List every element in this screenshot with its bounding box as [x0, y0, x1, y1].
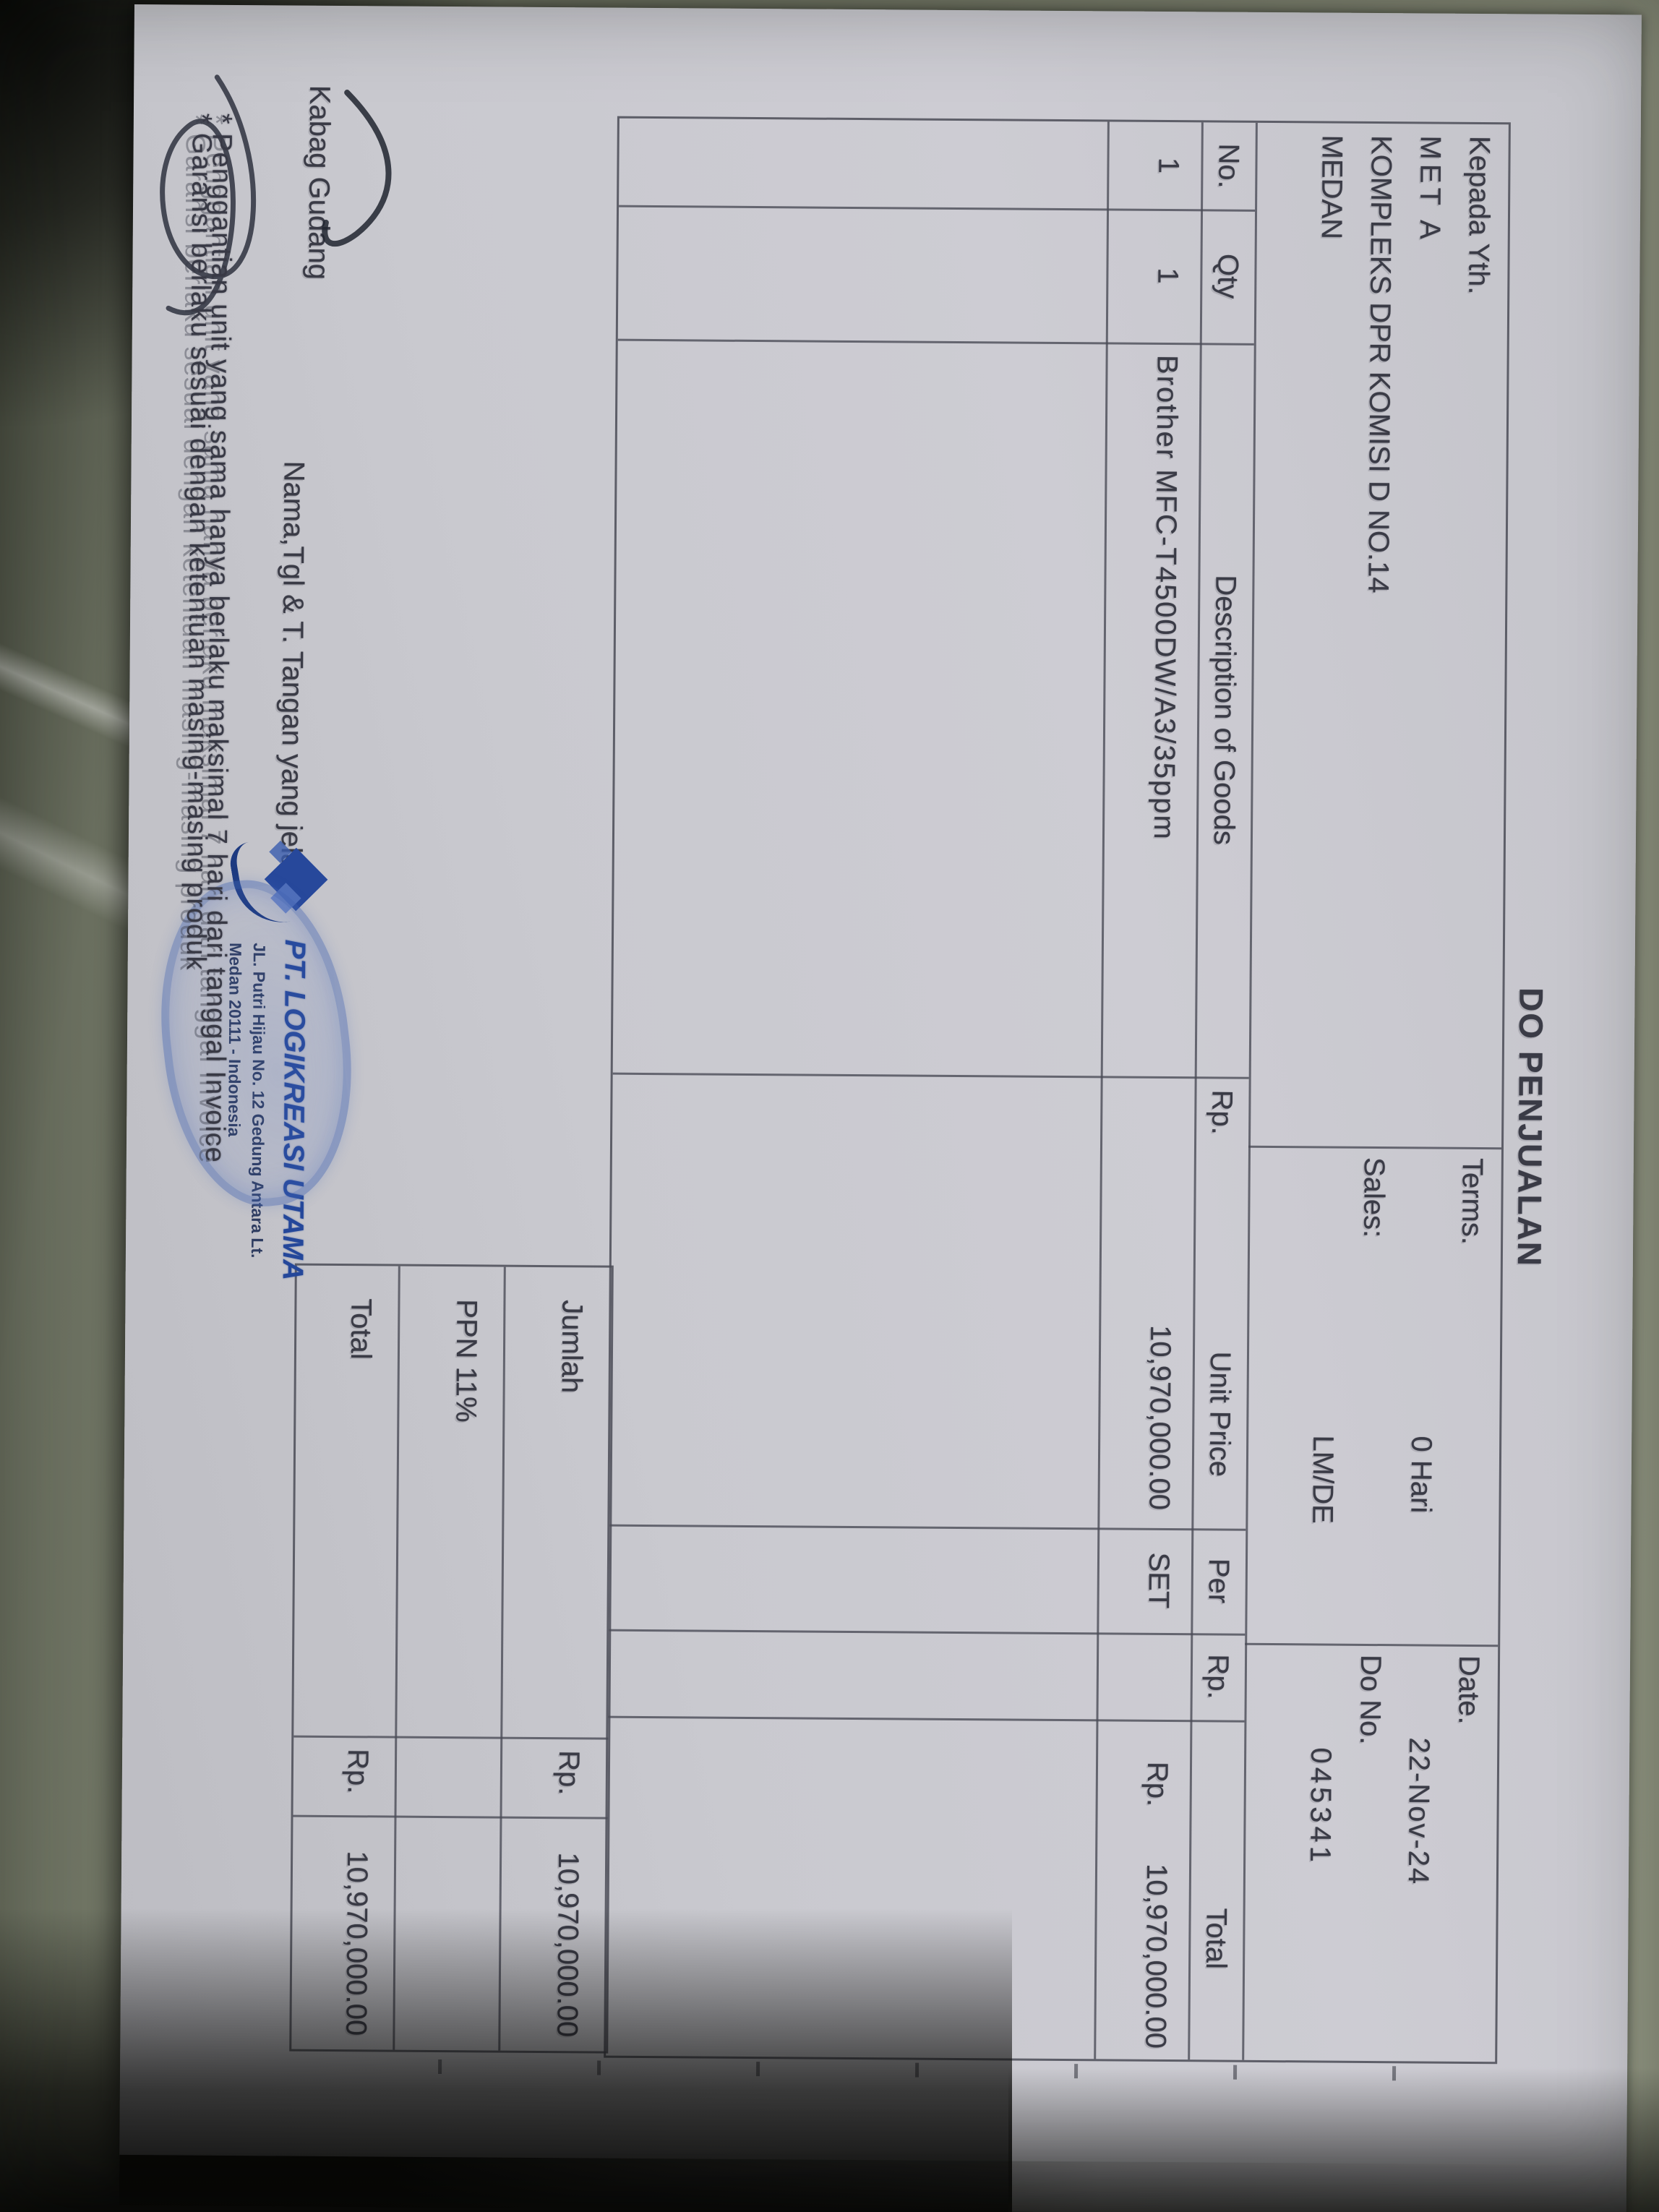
col-header-unit-price-rp: Rp.: [1206, 1089, 1238, 1135]
summary-row-ppn: PPN 11%: [393, 1266, 506, 2051]
do-no-label: Do No.: [1354, 1654, 1387, 1745]
summary-value: 10,970,000.00: [340, 1851, 374, 2036]
grid-line: [608, 1715, 1245, 1723]
summary-label: PPN 11%: [450, 1299, 483, 1423]
grid-line: [612, 1072, 1249, 1079]
perforation-mark: [1233, 2065, 1238, 2080]
sales-value: LM/DE: [1306, 1435, 1339, 1524]
perforation-mark: [1074, 2064, 1079, 2079]
grid-line: [1242, 122, 1258, 2060]
summary-row-jumlah: Jumlah Rp. 10,970,000.00: [498, 1266, 612, 2052]
customer-label: Kepada Yth.: [1462, 135, 1496, 295]
terms-value: 0 Hari: [1405, 1436, 1438, 1514]
terms-label: Terms.: [1456, 1157, 1488, 1246]
do-no-value: 045341: [1304, 1747, 1337, 1866]
perforation-mark: [756, 2062, 760, 2077]
customer-city: MEDAN: [1315, 134, 1348, 240]
item-description: Brother MFC-T4500DW/A3/35ppm: [1147, 354, 1183, 841]
paper-edge-shadow: [119, 2154, 1627, 2212]
perforation-mark: [597, 2060, 601, 2075]
summary-currency: Rp.: [552, 1750, 586, 1796]
summary-row-total: Total Rp. 10,970,000.00: [289, 1266, 400, 2050]
grid-line: [1094, 121, 1110, 2059]
item-no: 1: [1152, 157, 1185, 174]
signature-scribble-icon: [160, 74, 392, 316]
col-header-description: Description of Goods: [1207, 575, 1242, 845]
ink-stamp: [145, 870, 368, 1217]
delivery-order-paper: DO PENJUALAN Kepada Yth. MET A KOMPLEKS …: [119, 4, 1642, 2212]
grid-line: [1248, 1145, 1502, 1150]
item-total-rp: Rp.: [1141, 1761, 1174, 1807]
sales-label: Sales:: [1358, 1157, 1390, 1238]
customer-address: KOMPLEKS DPR KOMISI D NO.14: [1362, 134, 1397, 593]
form-frame: Kepada Yth. MET A KOMPLEKS DPR KOMISI D …: [604, 116, 1511, 2065]
grid-line: [1245, 1642, 1499, 1647]
item-qty: 1: [1152, 267, 1184, 284]
perforation-mark: [1392, 2066, 1397, 2081]
col-header-unit-price: Unit Price: [1203, 1351, 1237, 1478]
grid-line: [1188, 122, 1204, 2060]
footer-note: * Garansi berlaku sesuai dengan ketentua…: [180, 113, 217, 971]
col-header-no: No.: [1212, 143, 1245, 189]
summary-currency: Rp.: [341, 1749, 374, 1794]
perforation-mark: [915, 2062, 919, 2078]
item-unit-price: 10,970,000.00: [1143, 1324, 1177, 1511]
item-total: 10,970,000.00: [1139, 1863, 1173, 2049]
col-header-qty: Qty: [1212, 253, 1244, 299]
col-header-total-rp: Rp.: [1201, 1654, 1235, 1699]
summary-table: Jumlah Rp. 10,970,000.00 PPN 11% Total R…: [289, 1263, 614, 2054]
summary-label: Jumlah: [555, 1300, 588, 1394]
date-label: Date.: [1452, 1655, 1486, 1725]
col-header-total: Total: [1200, 1908, 1233, 1970]
date-value: 22-Nov-24: [1402, 1737, 1436, 1886]
item-per: SET: [1142, 1552, 1175, 1609]
summary-value: 10,970,000.00: [551, 1852, 585, 2038]
perforation-mark: [438, 2059, 442, 2075]
summary-value: [477, 1827, 479, 2036]
summary-label: Total: [344, 1298, 377, 1360]
signature-instruction: Nama,Tgl & T. Tangan yang jelas: [275, 460, 310, 885]
page-title: DO PENJUALAN: [1510, 987, 1551, 1268]
col-header-per: Per: [1202, 1558, 1235, 1604]
customer-name: MET A: [1413, 135, 1446, 244]
